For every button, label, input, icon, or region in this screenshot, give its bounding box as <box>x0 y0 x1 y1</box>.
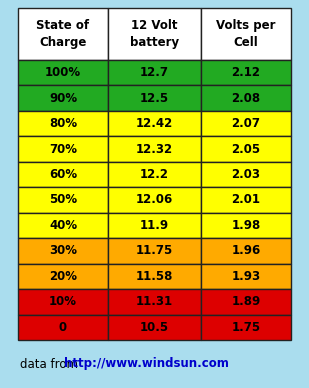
Text: 12.06: 12.06 <box>136 194 173 206</box>
Text: 80%: 80% <box>49 117 77 130</box>
Bar <box>201 187 291 213</box>
Text: 2.05: 2.05 <box>231 143 260 156</box>
Text: 70%: 70% <box>49 143 77 156</box>
Bar <box>108 60 201 85</box>
Bar <box>108 111 201 136</box>
Bar <box>201 85 291 111</box>
Bar <box>18 238 108 263</box>
Text: State of
Charge: State of Charge <box>36 19 90 49</box>
Text: 12.5: 12.5 <box>140 92 169 105</box>
Text: 2.07: 2.07 <box>231 117 260 130</box>
Bar <box>108 238 201 263</box>
Text: 2.12: 2.12 <box>231 66 260 79</box>
Text: 1.93: 1.93 <box>231 270 260 283</box>
Text: 50%: 50% <box>49 194 77 206</box>
Text: 2.03: 2.03 <box>231 168 260 181</box>
Text: 2.01: 2.01 <box>231 194 260 206</box>
Bar <box>18 315 108 340</box>
Bar <box>18 85 108 111</box>
Text: 60%: 60% <box>49 168 77 181</box>
Bar <box>201 263 291 289</box>
Text: 1.89: 1.89 <box>231 295 260 308</box>
Text: 1.96: 1.96 <box>231 244 260 257</box>
Text: 11.58: 11.58 <box>136 270 173 283</box>
Text: 11.9: 11.9 <box>140 219 169 232</box>
Text: data from: data from <box>20 357 82 371</box>
Bar <box>201 60 291 85</box>
Text: 12 Volt
battery: 12 Volt battery <box>130 19 179 49</box>
Text: 1.98: 1.98 <box>231 219 260 232</box>
Bar <box>18 60 108 85</box>
Text: 10%: 10% <box>49 295 77 308</box>
Bar <box>201 289 291 315</box>
Text: 100%: 100% <box>45 66 81 79</box>
Text: 1.75: 1.75 <box>231 321 260 334</box>
Bar <box>18 136 108 162</box>
Bar <box>201 315 291 340</box>
Bar <box>108 213 201 238</box>
Text: 10.5: 10.5 <box>140 321 169 334</box>
Text: 11.31: 11.31 <box>136 295 173 308</box>
Bar <box>201 162 291 187</box>
Bar <box>18 289 108 315</box>
Bar <box>18 8 108 60</box>
Text: 40%: 40% <box>49 219 77 232</box>
Text: http://www.windsun.com: http://www.windsun.com <box>64 357 229 371</box>
Bar <box>201 238 291 263</box>
Bar <box>201 111 291 136</box>
Text: 11.75: 11.75 <box>136 244 173 257</box>
Text: 90%: 90% <box>49 92 77 105</box>
Text: 30%: 30% <box>49 244 77 257</box>
Text: 20%: 20% <box>49 270 77 283</box>
Bar <box>108 162 201 187</box>
Bar <box>108 263 201 289</box>
Bar <box>108 136 201 162</box>
Text: 12.2: 12.2 <box>140 168 169 181</box>
Text: 12.32: 12.32 <box>136 143 173 156</box>
Bar <box>108 187 201 213</box>
Bar <box>18 111 108 136</box>
Text: 2.08: 2.08 <box>231 92 260 105</box>
Text: 12.42: 12.42 <box>136 117 173 130</box>
Bar <box>18 187 108 213</box>
Bar <box>201 8 291 60</box>
Bar <box>18 162 108 187</box>
Bar <box>108 289 201 315</box>
Bar <box>201 213 291 238</box>
Bar <box>18 213 108 238</box>
Bar <box>108 8 201 60</box>
Text: 12.7: 12.7 <box>140 66 169 79</box>
Bar <box>18 263 108 289</box>
Text: Volts per
Cell: Volts per Cell <box>216 19 276 49</box>
Bar <box>201 136 291 162</box>
Bar <box>108 315 201 340</box>
Text: 0: 0 <box>59 321 67 334</box>
Bar <box>108 85 201 111</box>
